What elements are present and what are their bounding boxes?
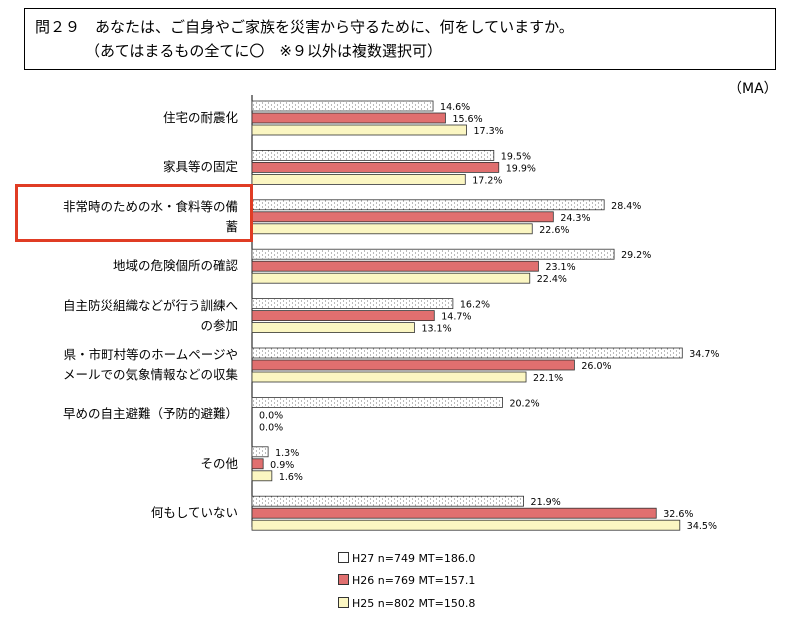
category-label: 家具等の固定: [163, 157, 238, 177]
bar-h27: [251, 396, 503, 408]
value-label: 19.9%: [506, 163, 536, 174]
value-label: 19.5%: [501, 151, 531, 162]
value-label: 32.6%: [663, 509, 693, 520]
category-label-line: 自主防災組織などが行う訓練へ: [62, 297, 238, 313]
bar-h26: [251, 260, 539, 272]
category-label-line: その他: [200, 455, 238, 471]
bar-h26: [251, 359, 575, 371]
value-label: 21.9%: [531, 497, 561, 508]
bar-h25: [251, 519, 681, 531]
bar-h27: [251, 495, 524, 507]
question-note: （あてはまるもの全てに〇 ※９以外は複数選択可）: [85, 42, 442, 60]
bar-h27: [251, 248, 615, 260]
legend-swatch: [338, 574, 349, 585]
bar-h25: [251, 322, 415, 334]
question-text: 問２９ あなたは、ご自身やご家族を災害から守るために、何をしていますか。: [35, 18, 574, 36]
category-label-line: の参加: [200, 317, 238, 333]
value-label: 24.3%: [560, 213, 590, 224]
value-label: 0.0%: [259, 410, 283, 421]
category-label: 非常時のための水・食料等の備蓄: [63, 197, 238, 237]
question-box: 問２９ あなたは、ご自身やご家族を災害から守るために、何をしていますか。 （あて…: [24, 8, 776, 70]
category-label-line: 非常時のための水・食料等の備: [62, 198, 238, 214]
category-label: 何もしていない: [151, 503, 238, 523]
category-label-line: 蓄: [225, 218, 238, 234]
response-type-label: （MA）: [728, 81, 778, 97]
category-label-line: メールでの気象情報などの収集: [62, 367, 238, 382]
legend-item-h26: H26 n=769 MT=157.1: [338, 572, 475, 590]
value-label: 16.2%: [460, 300, 490, 311]
bar-h26: [251, 211, 554, 223]
bar-h26: [251, 161, 500, 173]
value-label: 22.4%: [537, 274, 567, 285]
value-label: 34.7%: [689, 349, 719, 360]
value-label: 34.5%: [687, 521, 717, 532]
value-label: 22.1%: [533, 373, 563, 384]
value-label: 20.2%: [509, 398, 539, 409]
legend-label: H25 n=802 MT=150.8: [352, 597, 476, 610]
bar-h26: [251, 112, 446, 124]
bar-h25: [251, 371, 527, 383]
bar-h27: [251, 149, 495, 161]
legend-label: H26 n=769 MT=157.1: [352, 574, 476, 587]
value-label: 22.6%: [539, 225, 569, 236]
category-label-line: 家具等の固定: [162, 159, 238, 175]
category-label: 早めの自主避難（予防的避難）: [63, 404, 238, 424]
value-label: 28.4%: [611, 201, 641, 212]
bar-h27: [251, 446, 269, 458]
value-label: 17.2%: [472, 175, 502, 186]
bar-h26: [251, 458, 264, 470]
legend-swatch: [338, 597, 349, 608]
category-label: 地域の危険個所の確認: [113, 256, 238, 276]
bar-h25: [251, 470, 273, 482]
value-label: 13.1%: [421, 324, 451, 335]
bar-h27: [251, 199, 605, 211]
value-label: 26.0%: [581, 361, 611, 372]
bar-h25: [251, 173, 466, 185]
bar-h27: [251, 298, 454, 310]
legend-item-h27: H27 n=749 MT=186.0: [338, 550, 475, 568]
bar-h27: [251, 347, 683, 359]
value-label: 14.7%: [441, 312, 471, 323]
value-labels-layer: 14.6%15.6%17.3% 19.5%19.9% 17.2% 28.4% 24.3%…: [259, 102, 719, 532]
value-label: 14.6%: [440, 102, 470, 113]
category-label-line: 早めの自主避難（予防的避難）: [62, 406, 238, 422]
bar-h26: [251, 507, 657, 519]
value-label: 0.0%: [259, 422, 283, 433]
bar-h25: [251, 272, 531, 284]
value-label: 1.3%: [275, 448, 299, 459]
category-label: その他: [200, 454, 238, 474]
value-label: 17.3%: [474, 126, 504, 137]
value-label: 23.1%: [545, 262, 575, 273]
bars-layer: [251, 100, 683, 531]
category-label: 県・市町村等のホームページや メールでの気象情報などの収集: [63, 345, 238, 385]
highlight-box: [15, 184, 253, 242]
category-label: 住宅の耐震化: [163, 108, 238, 128]
legend-swatch: [338, 552, 349, 563]
category-label-line: 地域の危険個所の確認: [112, 258, 238, 274]
value-label: 1.6%: [279, 472, 303, 483]
category-label-line: 県・市町村等のホームページや: [63, 347, 238, 362]
legend-item-h25: H25 n=802 MT=150.8: [338, 595, 475, 613]
legend-label: H27 n=749 MT=186.0: [352, 552, 476, 565]
value-label: 29.2%: [621, 250, 651, 261]
bar-h26: [251, 310, 435, 322]
category-label: 自主防災組織などが行う訓練への参加: [63, 296, 238, 336]
bar-h25: [251, 223, 533, 235]
category-label-line: 何もしていない: [150, 505, 238, 521]
category-label-line: 住宅の耐震化: [162, 110, 238, 125]
bar-h27: [251, 100, 434, 112]
bar-h25: [251, 124, 467, 136]
value-label: 15.6%: [452, 114, 482, 125]
value-label: 0.9%: [270, 460, 294, 471]
